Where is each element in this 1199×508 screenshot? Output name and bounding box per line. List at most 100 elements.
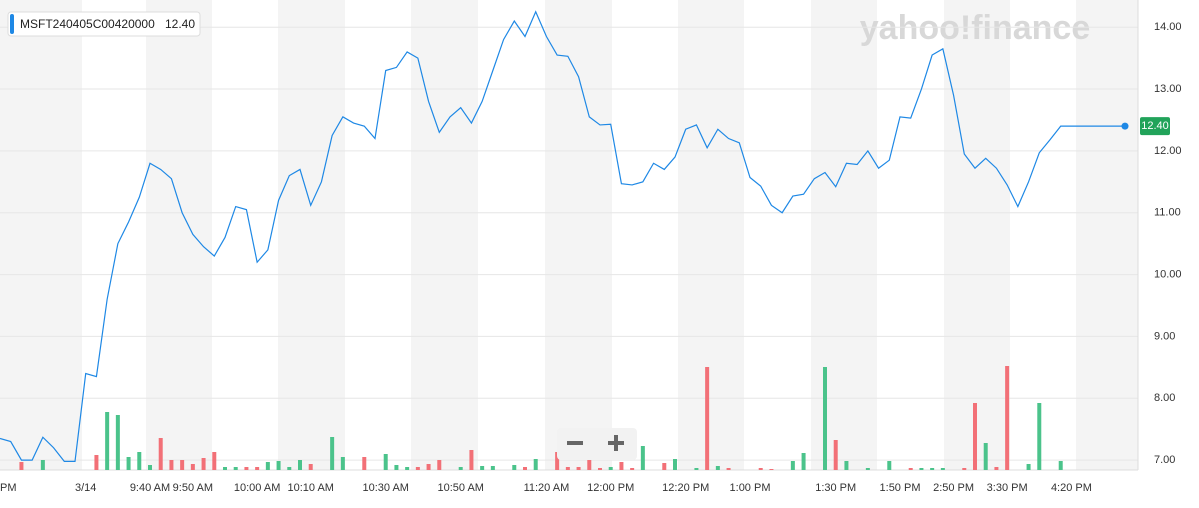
- volume-bar: [330, 437, 335, 470]
- volume-bar: [608, 467, 613, 470]
- band: [278, 0, 345, 470]
- zoom-in-bar[interactable]: [614, 435, 618, 451]
- volume-bar: [169, 460, 174, 470]
- volume-bar: [469, 450, 474, 470]
- volume-bar: [640, 446, 645, 470]
- volume-bar: [201, 458, 206, 470]
- volume-bar: [619, 462, 624, 470]
- volume-bar: [180, 460, 185, 470]
- volume-bar: [308, 464, 313, 470]
- y-tick-label: 12.00: [1154, 145, 1182, 157]
- legend-box: [7, 11, 201, 37]
- volume-bar: [865, 468, 870, 470]
- legend-swatch: [10, 14, 14, 34]
- volume-bar: [426, 464, 431, 470]
- volume-bar: [823, 367, 827, 470]
- volume-bar: [715, 466, 720, 470]
- volume-bar: [480, 466, 485, 470]
- x-tick-label: 12:00 PM: [587, 482, 634, 494]
- volume-bar: [340, 457, 345, 470]
- volume-bar: [1058, 461, 1063, 470]
- volume-bar: [523, 467, 527, 470]
- y-tick-label: 13.00: [1154, 83, 1182, 95]
- volume-bar: [962, 468, 967, 470]
- watermark: yahoo!finance: [860, 9, 1090, 47]
- band: [1076, 0, 1138, 470]
- volume-bar: [458, 467, 463, 470]
- x-tick-label: 9:40 AM: [130, 482, 170, 494]
- volume-bar: [276, 461, 281, 470]
- volume-bar: [244, 467, 249, 470]
- volume-bar: [565, 467, 570, 470]
- band: [811, 0, 877, 470]
- x-tick-label: 2:50 PM: [933, 482, 974, 494]
- volume-bar: [415, 467, 420, 470]
- x-tick-label: 10:30 AM: [362, 482, 408, 494]
- x-tick-label: 9:50 AM: [173, 482, 213, 494]
- volume-bar: [287, 467, 292, 470]
- volume-bar: [126, 457, 131, 470]
- volume-bar: [19, 462, 24, 470]
- volume-bar: [1005, 366, 1010, 470]
- x-tick-label: 1:50 PM: [880, 482, 921, 494]
- volume-bar: [405, 467, 410, 470]
- volume-bar: [662, 463, 667, 470]
- legend-value: 12.40: [165, 17, 195, 31]
- y-tick-label: 11.00: [1154, 207, 1181, 219]
- background-bands: [0, 0, 1138, 470]
- volume-bar: [887, 461, 892, 470]
- x-tick-label: 1:30 PM: [815, 482, 856, 494]
- volume-bar: [533, 459, 538, 470]
- volume-bar: [673, 459, 677, 470]
- last-badge-label: 12.40: [1141, 120, 1169, 132]
- x-tick-label: 10:10 AM: [287, 482, 333, 494]
- volume-bar: [769, 469, 774, 470]
- volume-bar: [726, 468, 731, 470]
- volume-bar: [555, 452, 560, 470]
- x-tick-label: PM: [0, 482, 17, 494]
- volume-bar: [223, 467, 227, 470]
- band: [678, 0, 744, 470]
- volume-bar: [362, 457, 367, 470]
- volume-bar: [437, 460, 442, 470]
- band: [146, 0, 212, 470]
- x-tick-label: 10:50 AM: [437, 482, 483, 494]
- volume-bar: [930, 468, 935, 470]
- volume-bar: [919, 468, 924, 470]
- y-tick-label: 8.00: [1154, 392, 1175, 404]
- volume-bar: [40, 460, 45, 470]
- volume-bar: [190, 464, 195, 470]
- volume-bar: [158, 438, 163, 470]
- volume-bar: [844, 461, 849, 470]
- volume-bar: [790, 461, 795, 470]
- volume-bar: [994, 467, 999, 470]
- volume-bar: [973, 403, 977, 470]
- x-tick-label: 4:20 PM: [1051, 482, 1092, 494]
- zoom-out[interactable]: [567, 441, 583, 445]
- volume-bar: [1037, 403, 1042, 470]
- volume-bar: [233, 467, 238, 470]
- price-line: [0, 10, 1125, 462]
- volume-bar: [148, 465, 152, 470]
- x-tick-label: 11:20 AM: [524, 482, 570, 494]
- volume-bar: [105, 412, 110, 470]
- volume-bar: [908, 468, 913, 470]
- volume-bar: [383, 454, 388, 470]
- legend-label: MSFT240405C00420000: [20, 17, 155, 31]
- volume-bar: [255, 467, 260, 470]
- volume-bar: [587, 457, 592, 470]
- last-badge: [1140, 117, 1170, 136]
- volume-bar: [1026, 464, 1031, 470]
- volume-bar: [94, 455, 99, 470]
- volume-bar: [983, 443, 988, 470]
- y-tick-label: 9.00: [1154, 330, 1175, 342]
- volume-bar: [833, 440, 838, 470]
- volume-bar: [630, 468, 635, 470]
- x-tick-label: 1:00 PM: [730, 482, 771, 494]
- volume-bar: [490, 466, 495, 470]
- volume-bar: [801, 453, 806, 470]
- volume-bar: [705, 367, 710, 470]
- volume-bar: [115, 415, 120, 470]
